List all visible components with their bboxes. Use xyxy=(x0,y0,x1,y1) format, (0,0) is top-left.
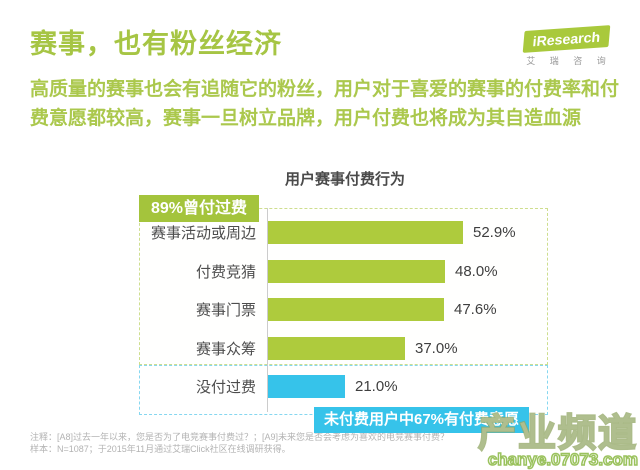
bar-value-label: 21.0% xyxy=(355,378,398,395)
bar-category-label: 赛事活动或周边 xyxy=(150,225,256,242)
chart-axis-line xyxy=(267,208,268,412)
footnotes: 注释：[A8]过去一年以来，您是否为了电竞赛事付费过？；[A9]未来您是否会考虑… xyxy=(30,431,449,455)
iresearch-logo-mark: iResearch xyxy=(522,25,610,53)
bar-category-label: 赛事门票 xyxy=(195,302,256,319)
page-title: 赛事，也有粉丝经济 xyxy=(30,29,282,59)
iresearch-logo-subtext: 艾 瑞 咨 询 xyxy=(526,56,612,66)
bar-value-label: 48.0% xyxy=(455,262,498,280)
bar-category-label: 赛事众筹 xyxy=(195,340,256,358)
watermark-url: chanye.07073.com xyxy=(487,450,639,469)
bar-row: 赛事众筹 37.0% xyxy=(139,336,458,360)
bar-category-label: 付费竞猜 xyxy=(195,263,256,281)
bar-value-label: 37.0% xyxy=(415,339,458,357)
chart-title: 用户赛事付费行为 xyxy=(284,171,405,188)
bar xyxy=(268,221,463,244)
footnote-question: 注释：[A8]过去一年以来，您是否为了电竞赛事付费过？；[A9]未来您是否会考虑… xyxy=(30,432,450,442)
unpaid-annotation-badge: 未付费用户中67%有付费意愿 xyxy=(314,407,530,433)
bar-row: 赛事活动或周边 52.9% xyxy=(139,221,516,244)
bar-value-label: 52.9% xyxy=(473,224,516,241)
bar xyxy=(268,298,444,321)
bar-row: 没付过费 21.0% xyxy=(139,375,398,398)
paid-annotation-badge: 89%曾付过费 xyxy=(139,195,260,222)
bar xyxy=(268,336,405,360)
bar-row: 付费竞猜 48.0% xyxy=(139,259,498,283)
bar xyxy=(268,375,345,398)
bar-value-label: 47.6% xyxy=(454,301,497,318)
intro-paragraph: 高质量的赛事也会有追随它的粉丝，用户对于喜爱的赛事的付费率和付费意愿都较高，赛事… xyxy=(30,79,620,129)
footnote-sample: 样本：N=1087；于2015年11月通过艾瑞Click社区在线调研获得。 xyxy=(30,444,291,455)
bar-category-label: 没付过费 xyxy=(195,379,256,396)
bar xyxy=(268,259,445,283)
bar-row: 赛事门票 47.6% xyxy=(139,298,497,321)
iresearch-logo: iResearch 艾 瑞 咨 询 xyxy=(520,25,612,67)
